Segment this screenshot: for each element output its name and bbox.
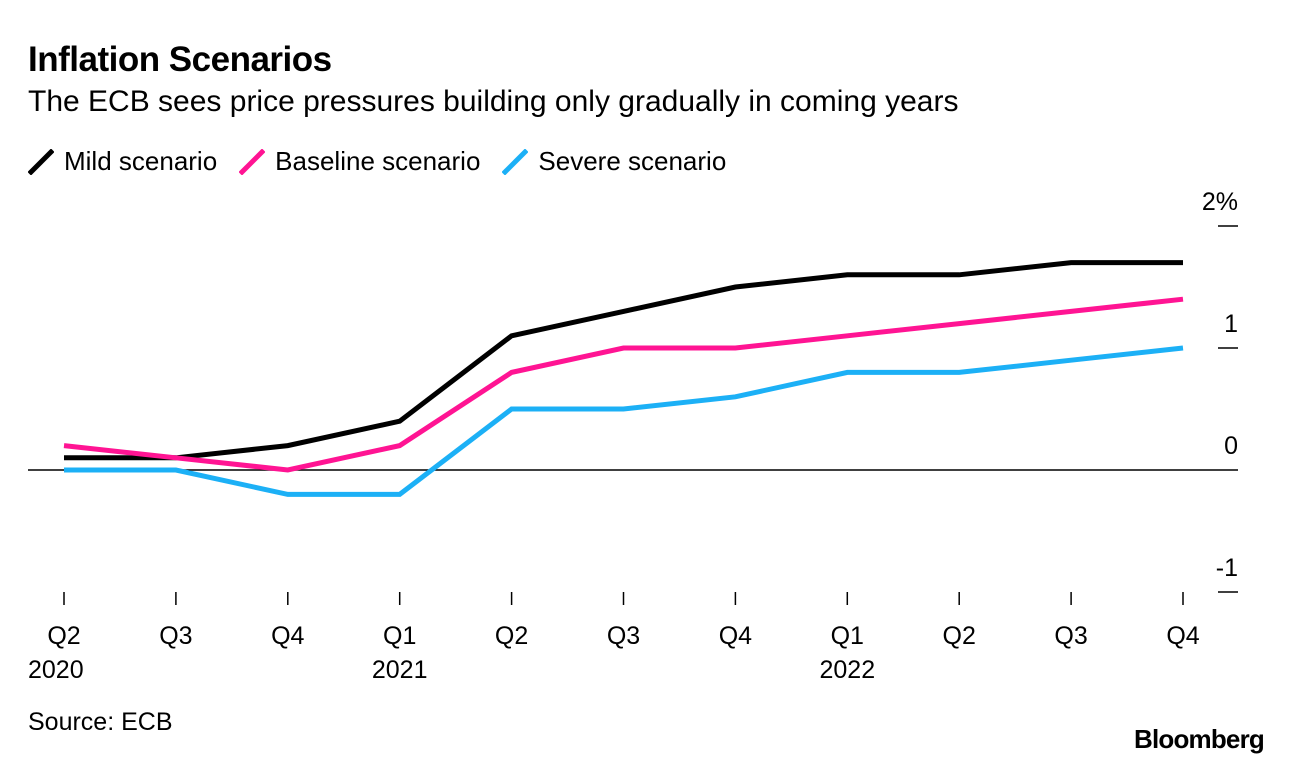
series-line-severe-scenario: [64, 345, 1184, 497]
x-tick-label-10: Q4: [1166, 622, 1199, 650]
x-tick-label-5: Q3: [607, 622, 640, 650]
y-tick-label-1: 1: [1224, 310, 1238, 338]
chart-subtitle: The ECB sees price pressures building on…: [28, 85, 959, 118]
legend-swatch-mild-mark: [28, 148, 54, 175]
x-year-label-2: 2022: [819, 656, 875, 684]
source-note: Source: ECB: [28, 708, 173, 736]
y-tick-label-0: 2%: [1202, 188, 1238, 216]
legend-swatch-baseline-mark: [239, 148, 266, 175]
series-line-baseline-scenario: [63, 296, 1184, 473]
y-tick-label-3: -1: [1216, 554, 1238, 582]
x-tick-label-9: Q3: [1054, 622, 1087, 650]
x-tick-label-1: Q3: [159, 622, 192, 650]
y-tick-label-2: 0: [1224, 432, 1238, 460]
legend-swatch-severe: [502, 148, 529, 175]
legend-item-mild: Mild scenario: [28, 146, 217, 177]
legend-label-severe: Severe scenario: [538, 146, 727, 176]
x-tick-label-8: Q2: [943, 622, 976, 650]
legend-swatch-severe-mark: [502, 148, 529, 175]
x-tick-label-4: Q2: [495, 622, 528, 650]
legend: Mild scenario Baseline scenario Severe s…: [28, 146, 748, 177]
legend-swatch-baseline: [239, 148, 266, 175]
legend-item-severe: Severe scenario: [502, 146, 726, 177]
series-line-mild-scenario: [64, 260, 1183, 461]
x-tick-label-0: Q2: [47, 622, 80, 650]
x-tick-label-7: Q1: [831, 622, 864, 650]
legend-label-mild: Mild scenario: [64, 146, 218, 176]
x-tick-label-2: Q4: [271, 622, 304, 650]
legend-label-baseline: Baseline scenario: [275, 146, 481, 176]
x-tick-label-6: Q4: [719, 622, 752, 650]
legend-swatch-mild: [28, 148, 54, 175]
legend-item-baseline: Baseline scenario: [239, 146, 480, 177]
x-year-label-1: 2021: [372, 656, 428, 684]
x-year-label-0: 2020: [28, 656, 84, 684]
chart-title: Inflation Scenarios: [28, 40, 332, 79]
x-tick-label-3: Q1: [383, 622, 416, 650]
bloomberg-logo: Bloomberg: [1133, 724, 1265, 754]
